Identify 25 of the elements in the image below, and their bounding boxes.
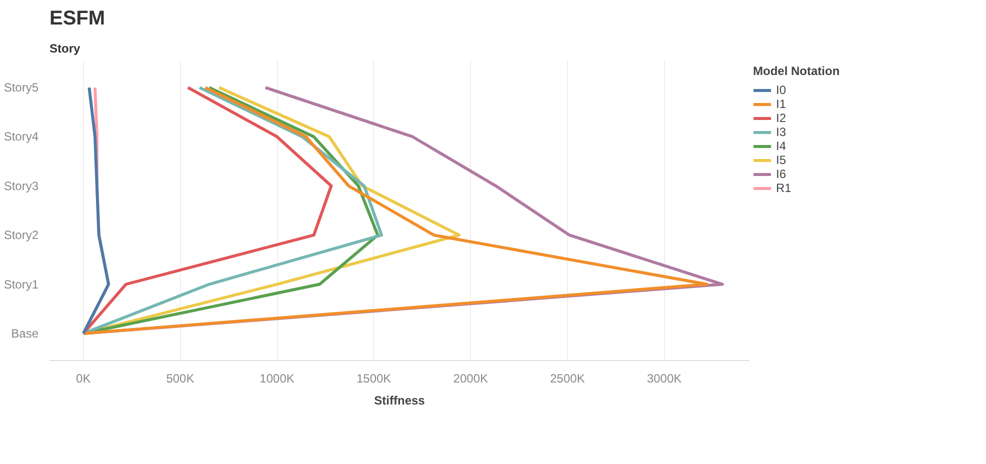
legend-label: I2 xyxy=(776,111,788,125)
y-tick-label: Story3 xyxy=(4,178,39,193)
y-axis-title: Story xyxy=(50,42,80,56)
legend-label: R1 xyxy=(776,181,792,195)
legend-label: I3 xyxy=(776,125,788,139)
x-tick-label: 2000K xyxy=(453,372,488,386)
legend-label: I1 xyxy=(776,97,788,111)
y-tick-label: Base xyxy=(11,326,39,340)
legend-label: I0 xyxy=(776,83,788,97)
x-tick-label: 3000K xyxy=(646,372,682,386)
y-tick-label: Story1 xyxy=(4,277,39,292)
x-tick-label: 1000K xyxy=(260,372,294,386)
x-tick-label: 2500K xyxy=(550,372,585,386)
x-axis-title: Stiffness xyxy=(374,394,426,408)
y-tick-label: Story5 xyxy=(4,80,39,95)
legend-label: I5 xyxy=(776,153,788,167)
legend-label: I6 xyxy=(776,167,788,181)
y-tick-label: Story2 xyxy=(4,228,39,242)
y-tick-label: Story4 xyxy=(4,130,39,144)
legend-title: Model Notation xyxy=(753,64,840,78)
x-tick-label: 500K xyxy=(166,372,194,386)
x-tick-label: 1500K xyxy=(356,372,392,386)
legend-label: I4 xyxy=(776,139,788,153)
x-tick-label: 0K xyxy=(76,372,91,386)
chart-title: ESFM xyxy=(50,8,106,30)
